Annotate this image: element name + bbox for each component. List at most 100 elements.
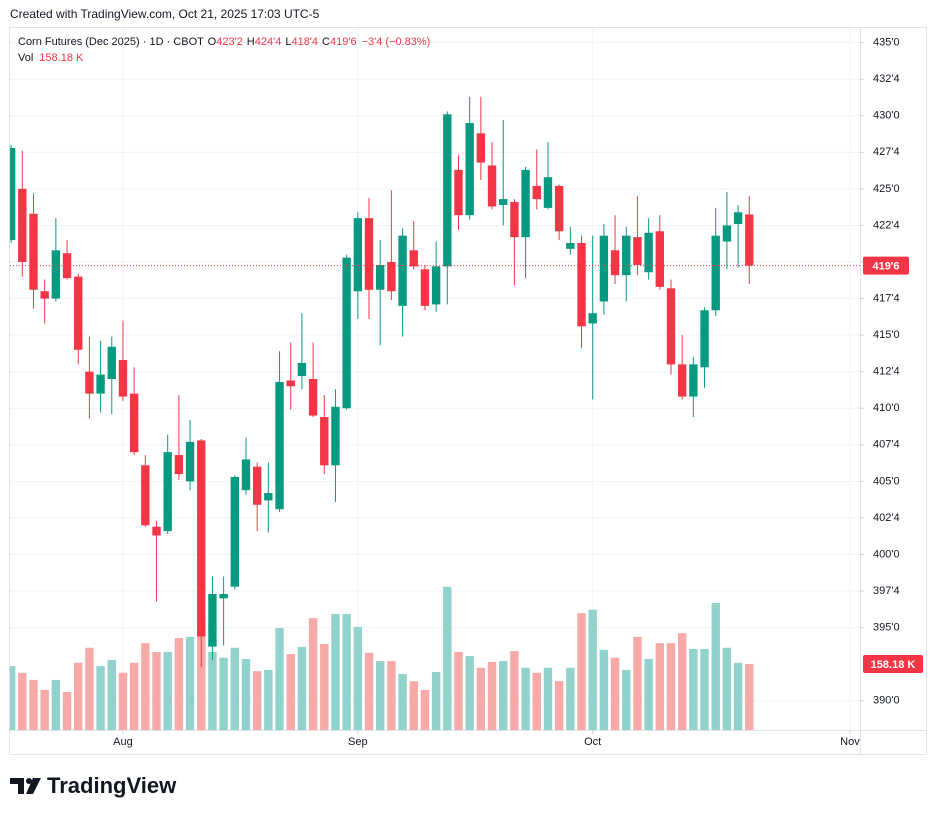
candle-body xyxy=(398,235,407,306)
candle-body xyxy=(51,250,61,299)
volume-bar xyxy=(677,633,687,730)
volume-bar xyxy=(454,651,463,730)
volume-bar xyxy=(633,636,642,730)
volume-bar xyxy=(320,643,329,730)
volume-bar xyxy=(252,671,262,730)
candle-body xyxy=(331,406,340,466)
volume-bar xyxy=(700,649,709,730)
volume-bar xyxy=(655,643,664,730)
ohlc-value: 419'6 xyxy=(330,36,357,48)
candle-body xyxy=(219,593,228,599)
header: Corn Futures (Dec 2025) · 1D · CBOT O423'… xyxy=(18,36,430,64)
volume-bar xyxy=(745,663,754,730)
volume-bar xyxy=(74,662,83,730)
volume-bar xyxy=(666,643,676,730)
candle-body xyxy=(599,235,609,302)
candle-body xyxy=(633,237,642,265)
x-tick-label: Sep xyxy=(348,736,368,748)
x-tick-label: Oct xyxy=(584,736,601,748)
volume-bar xyxy=(543,667,553,730)
candle-body xyxy=(129,393,139,453)
volume-bar xyxy=(722,647,732,730)
legend-line: Corn Futures (Dec 2025) · 1D · CBOT O423'… xyxy=(18,36,430,48)
volume-bar xyxy=(622,669,631,730)
candle-body xyxy=(487,165,497,207)
volume-bar xyxy=(264,669,273,730)
last-price-label: 419'6 xyxy=(872,261,899,273)
volume-bar xyxy=(387,661,396,730)
y-tick-label: 412'4 xyxy=(873,366,900,378)
candle-body xyxy=(554,185,564,232)
volume-bar xyxy=(85,647,94,730)
volume-bar xyxy=(163,651,172,730)
volume-bar xyxy=(510,651,519,730)
y-tick-label: 430'0 xyxy=(873,110,900,122)
volume-bar xyxy=(174,638,184,730)
candle-body xyxy=(152,526,161,536)
volume-bar xyxy=(29,679,38,730)
volume-bar xyxy=(599,649,609,730)
credit: Created with TradingView.com, Oct 21, 20… xyxy=(10,7,320,21)
x-tick-label: Nov xyxy=(840,736,860,748)
ohlc-key: O xyxy=(208,36,217,48)
candle-body xyxy=(264,493,273,501)
volume-bar xyxy=(331,613,340,730)
ohlc-value: 424'4 xyxy=(255,36,282,48)
volume-bar xyxy=(554,681,564,730)
candle-body xyxy=(29,213,38,290)
candle-body xyxy=(476,133,486,163)
ohlc-value: 418'4 xyxy=(291,36,318,48)
volume-bar xyxy=(297,646,307,730)
candle-body xyxy=(622,235,631,276)
candle-body xyxy=(85,371,94,394)
candle-body xyxy=(510,202,519,238)
volume-bar xyxy=(118,672,128,730)
candle-body xyxy=(141,465,150,526)
y-tick-label: 395'0 xyxy=(873,622,900,634)
candle-body xyxy=(163,452,172,532)
volume-bar xyxy=(353,626,363,730)
candle-body xyxy=(722,225,732,242)
y-tick-label: 397'4 xyxy=(873,585,900,597)
volume-bar xyxy=(185,636,195,730)
candle-body xyxy=(454,169,463,216)
y-tick-label: 410'0 xyxy=(873,402,900,414)
volume-bar xyxy=(18,672,27,730)
volume-bar xyxy=(420,689,430,730)
volume-bar xyxy=(398,674,407,730)
volume-bar xyxy=(308,618,318,730)
volume-bar xyxy=(689,649,698,730)
candle-body xyxy=(185,441,195,482)
x-tick-label: Aug xyxy=(113,736,133,748)
candle-body xyxy=(543,177,553,208)
volume-bar xyxy=(241,659,251,730)
candle-body xyxy=(197,440,206,637)
y-tick-label: 390'0 xyxy=(873,695,900,707)
volume-bar xyxy=(107,659,116,730)
exchange: CBOT xyxy=(173,36,204,48)
volume-bar xyxy=(566,667,575,730)
candle-body xyxy=(666,288,676,365)
candle-body xyxy=(364,218,374,290)
volume-bar xyxy=(10,666,16,730)
y-tick-label: 402'4 xyxy=(873,512,900,524)
volume-bar xyxy=(62,692,72,730)
candle-body xyxy=(588,313,597,324)
volume-badge xyxy=(863,654,923,673)
logo-mark xyxy=(10,778,24,794)
candle-body xyxy=(677,364,687,397)
y-tick-label: 415'0 xyxy=(873,329,900,341)
symbol: Corn Futures (Dec 2025) xyxy=(18,36,140,48)
candle-body xyxy=(499,199,508,205)
candle-body xyxy=(387,262,396,292)
candle-body xyxy=(96,374,105,394)
volume-bar xyxy=(499,661,508,730)
candle-body xyxy=(465,123,474,216)
volume-bar xyxy=(487,661,497,730)
volume-bar xyxy=(409,681,418,730)
candle-body xyxy=(644,232,653,273)
volume-title: Vol xyxy=(18,52,33,64)
volume-legend: Vol 158.18 K xyxy=(18,52,84,64)
y-tick-label: 435'0 xyxy=(873,37,900,49)
